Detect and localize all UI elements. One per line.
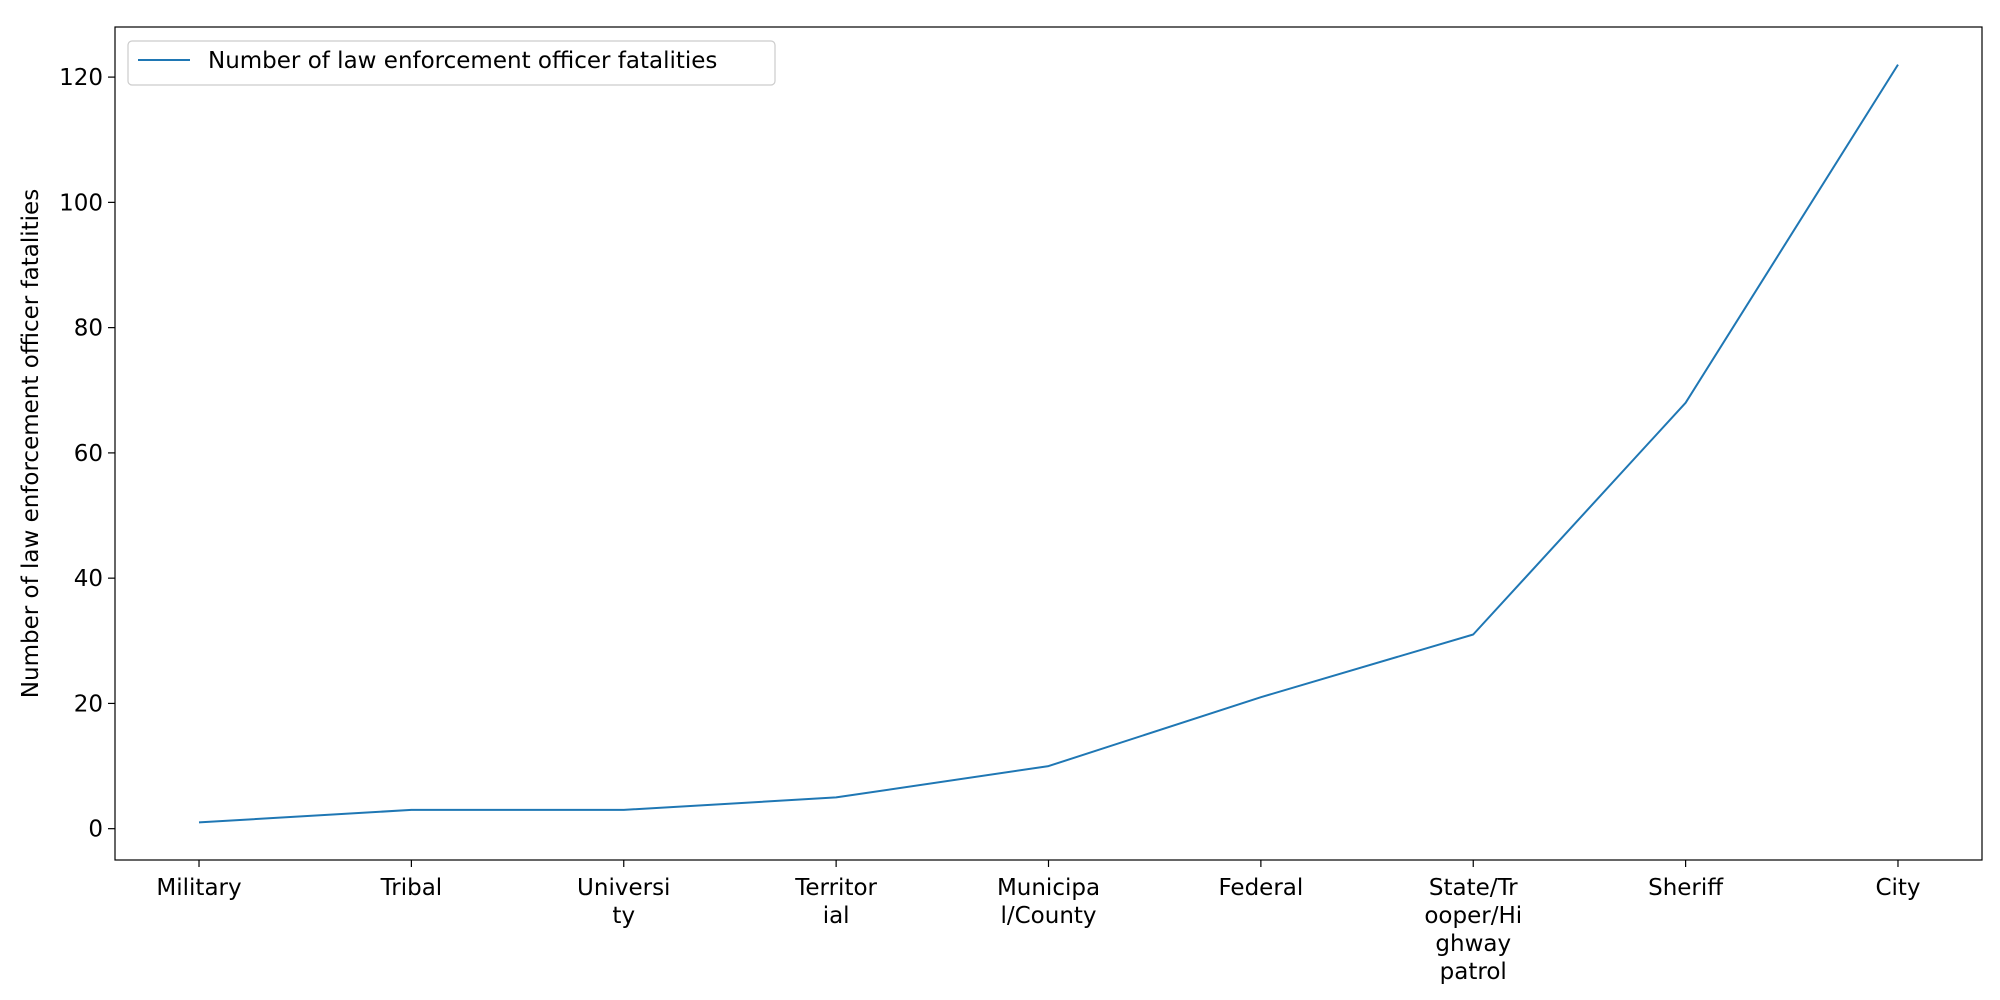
y-axis: 0 20 40 60 80 100 120 (59, 65, 115, 843)
x-tick-label: Federal (1218, 875, 1303, 901)
x-tick-label: Tribal (380, 875, 443, 901)
y-tick-label: 80 (74, 316, 103, 342)
x-axis: Military Tribal Universi ty Territor ial Munic… (156, 860, 1921, 985)
y-tick-label: 0 (88, 817, 103, 843)
x-tick-label: Territor ial (794, 875, 877, 929)
y-axis-label: Number of law enforcement officer fatali… (18, 189, 44, 698)
y-tick-label: 20 (74, 691, 103, 717)
x-tick-label: Military (156, 875, 241, 901)
x-tick-label: Sheriff (1648, 875, 1724, 901)
x-tick-label: City (1875, 875, 1920, 901)
legend-label: Number of law enforcement officer fatali… (208, 48, 717, 74)
x-tick-label: State/Tr ooper/Hi ghway patrol (1424, 875, 1522, 985)
y-tick-label: 120 (59, 65, 103, 91)
y-tick-label: 100 (59, 190, 103, 216)
x-tick-label: Municipa l/County (997, 875, 1100, 929)
legend: Number of law enforcement officer fatali… (127, 40, 776, 86)
series-line (198, 64, 1899, 824)
x-tick-label: Universi ty (577, 875, 670, 929)
y-tick-label: 40 (74, 566, 103, 592)
legend-box (127, 40, 776, 86)
series-layer (198, 64, 1899, 824)
y-tick-label: 60 (74, 441, 103, 467)
